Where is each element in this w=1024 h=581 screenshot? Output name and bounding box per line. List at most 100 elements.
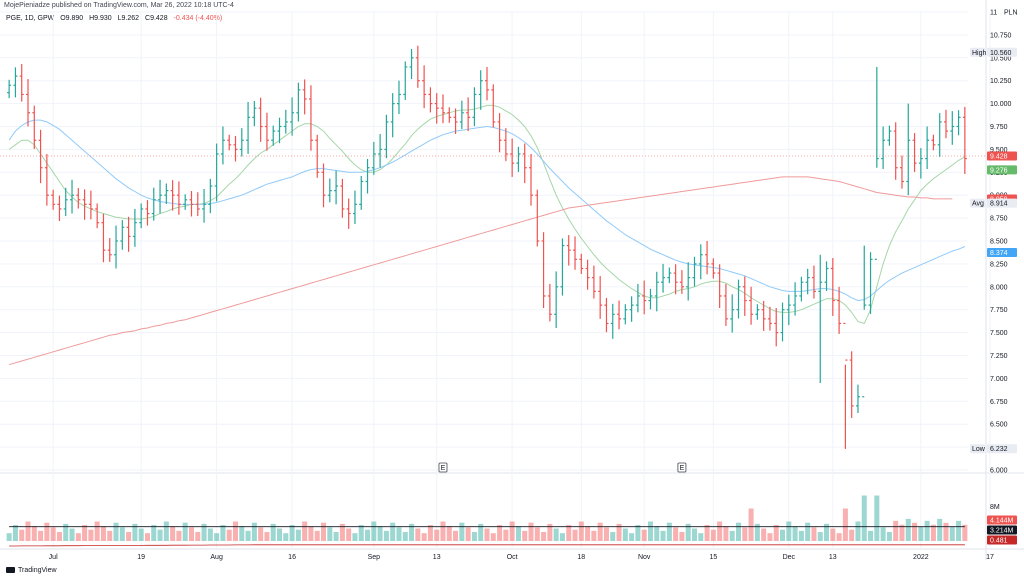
volume-bar bbox=[509, 521, 515, 541]
price-label-tag bbox=[970, 198, 985, 208]
y-tick-label: 10.250 bbox=[990, 78, 1012, 85]
volume-bar bbox=[346, 528, 352, 541]
x-tick-label: Oct bbox=[507, 554, 518, 561]
volume-bar bbox=[270, 523, 276, 541]
volume-bar bbox=[195, 532, 201, 541]
y-tick-label: 9.750 bbox=[990, 124, 1008, 131]
volume-bar bbox=[478, 523, 484, 541]
volume-bar bbox=[396, 527, 402, 541]
indicator-line bbox=[9, 544, 965, 547]
volume-bar bbox=[547, 523, 553, 541]
volume-bar bbox=[239, 526, 245, 541]
volume-bar bbox=[119, 527, 125, 541]
y-tick-label: 7.750 bbox=[990, 307, 1008, 314]
moving-average-line bbox=[8, 176, 953, 366]
y-tick-label: 7.000 bbox=[990, 376, 1008, 383]
volume-bar bbox=[107, 530, 113, 541]
volume-bar bbox=[553, 528, 559, 541]
volume-bar bbox=[402, 532, 408, 541]
earnings-marker[interactable] bbox=[677, 462, 687, 473]
volume-bar bbox=[182, 522, 188, 541]
earnings-marker[interactable] bbox=[438, 462, 448, 473]
volume-bar bbox=[924, 520, 930, 541]
volume-bar bbox=[484, 528, 490, 541]
volume-bar bbox=[503, 529, 509, 541]
x-tick-label: 13 bbox=[433, 554, 441, 561]
y-tick-label: 7.250 bbox=[990, 353, 1008, 360]
volume-bar bbox=[956, 520, 962, 541]
volume-bar bbox=[75, 533, 81, 541]
price-label bbox=[987, 248, 1017, 258]
volume-bar bbox=[880, 527, 886, 541]
tradingview-logo-icon bbox=[6, 567, 15, 574]
volume-bar bbox=[377, 526, 383, 541]
y-tick-label: 9.500 bbox=[990, 147, 1008, 154]
x-tick-label: 19 bbox=[137, 554, 145, 561]
volume-bar bbox=[471, 532, 477, 541]
volume-bar bbox=[497, 525, 503, 541]
close-value: C9.428 bbox=[145, 15, 168, 22]
y-tick-label: 10.500 bbox=[990, 55, 1012, 62]
volume-bar bbox=[19, 529, 25, 541]
volume-bar bbox=[176, 530, 182, 541]
price-label-tag-text: Avg bbox=[972, 201, 984, 208]
volume-bar bbox=[390, 522, 396, 541]
volume-bar bbox=[723, 526, 729, 541]
moving-average-line bbox=[8, 104, 966, 324]
volume-bar bbox=[409, 523, 415, 541]
volume-price-label bbox=[987, 515, 1017, 525]
price-label-text: 8.914 bbox=[990, 201, 1008, 208]
volume-bar bbox=[151, 525, 157, 541]
volume-bar bbox=[383, 530, 389, 541]
y-tick-label: 8.750 bbox=[990, 216, 1008, 223]
x-tick-label: 15 bbox=[709, 554, 717, 561]
price-label-tag-text: High bbox=[972, 50, 987, 57]
volume-bar bbox=[729, 530, 735, 541]
volume-bar bbox=[56, 532, 62, 541]
volume-bar bbox=[603, 527, 609, 541]
brand-name: TradingView bbox=[18, 567, 57, 574]
volume-bar bbox=[610, 532, 616, 541]
price-label-tag bbox=[970, 444, 985, 454]
x-tick-label: 16 bbox=[288, 554, 296, 561]
volume-bar bbox=[358, 525, 364, 541]
volume-bar bbox=[842, 508, 848, 541]
volume-bar bbox=[113, 522, 119, 541]
volume-bar bbox=[453, 530, 459, 541]
volume-bar bbox=[849, 529, 855, 541]
price-label-text: 6.232 bbox=[990, 446, 1008, 453]
volume-bar bbox=[220, 525, 226, 541]
x-tick-label: 13 bbox=[829, 554, 837, 561]
volume-bar bbox=[6, 533, 12, 541]
volume-bar bbox=[710, 529, 716, 541]
volume-bar bbox=[591, 530, 597, 541]
volume-price-label bbox=[987, 535, 1017, 545]
volume-bar bbox=[735, 522, 742, 541]
volume-bar bbox=[157, 529, 163, 541]
volume-bar bbox=[352, 533, 358, 541]
volume-bar bbox=[459, 522, 465, 541]
volume-bar bbox=[824, 523, 830, 541]
volume-bar bbox=[704, 525, 710, 541]
volume-bar bbox=[698, 533, 704, 541]
volume-bar bbox=[226, 529, 232, 541]
x-tick-label: Sep bbox=[368, 554, 381, 561]
volume-bar bbox=[12, 525, 18, 541]
volume-bar bbox=[805, 522, 811, 541]
volume-bar bbox=[82, 525, 88, 541]
volume-bar bbox=[754, 523, 760, 541]
volume-bar bbox=[874, 495, 880, 541]
volume-bar bbox=[578, 521, 584, 541]
volume-bar bbox=[163, 521, 169, 541]
volume-bar bbox=[798, 530, 804, 541]
x-tick-label: Jul bbox=[49, 554, 58, 561]
volume-bar bbox=[283, 533, 289, 541]
symbol-name[interactable]: PGE, 1D, GPW bbox=[6, 15, 55, 22]
volume-bar bbox=[748, 508, 754, 541]
volume-bar bbox=[792, 526, 798, 541]
y-tick-label: 6.500 bbox=[990, 422, 1008, 429]
volume-bar bbox=[50, 527, 56, 541]
volume-bar bbox=[962, 524, 968, 541]
volume-bar bbox=[138, 528, 144, 541]
